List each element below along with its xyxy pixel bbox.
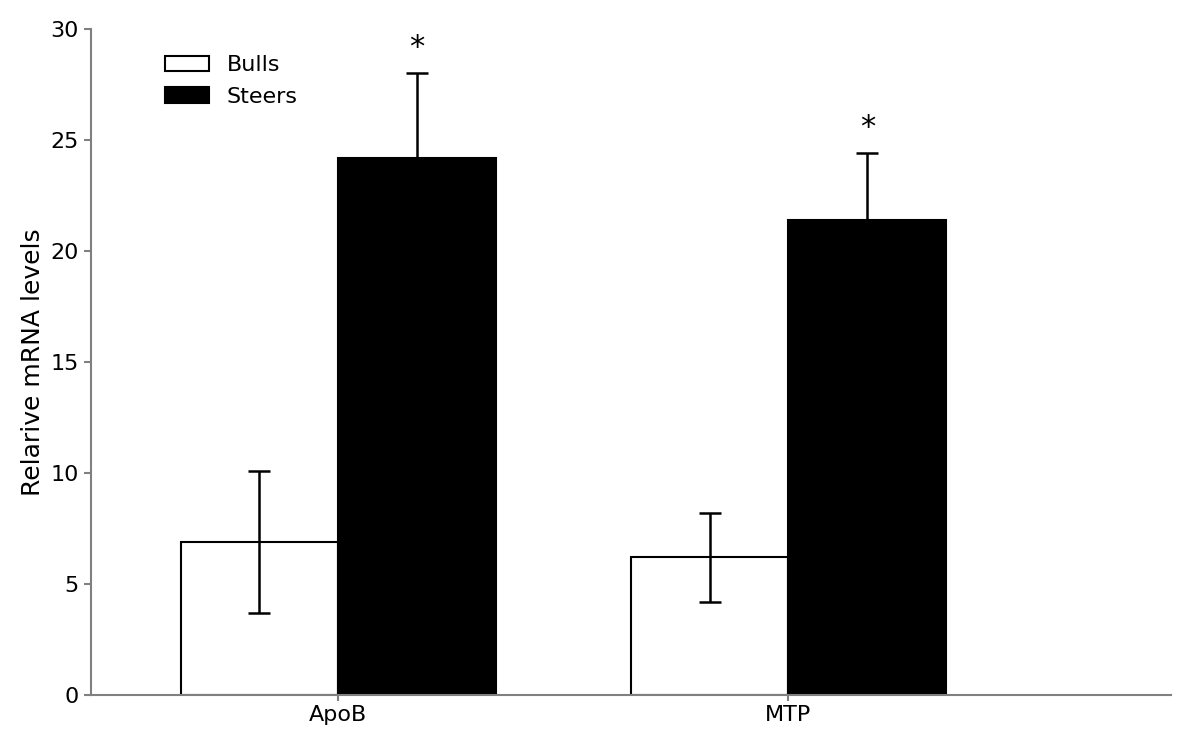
Text: *: * [859,113,875,142]
Text: *: * [409,33,424,62]
Y-axis label: Relarive mRNA levels: Relarive mRNA levels [20,228,45,495]
Bar [631,557,788,695]
Bar [788,220,946,695]
Legend: Bulls, Steers: Bulls, Steers [156,46,306,116]
Bar [181,542,339,695]
Bar [339,157,496,695]
